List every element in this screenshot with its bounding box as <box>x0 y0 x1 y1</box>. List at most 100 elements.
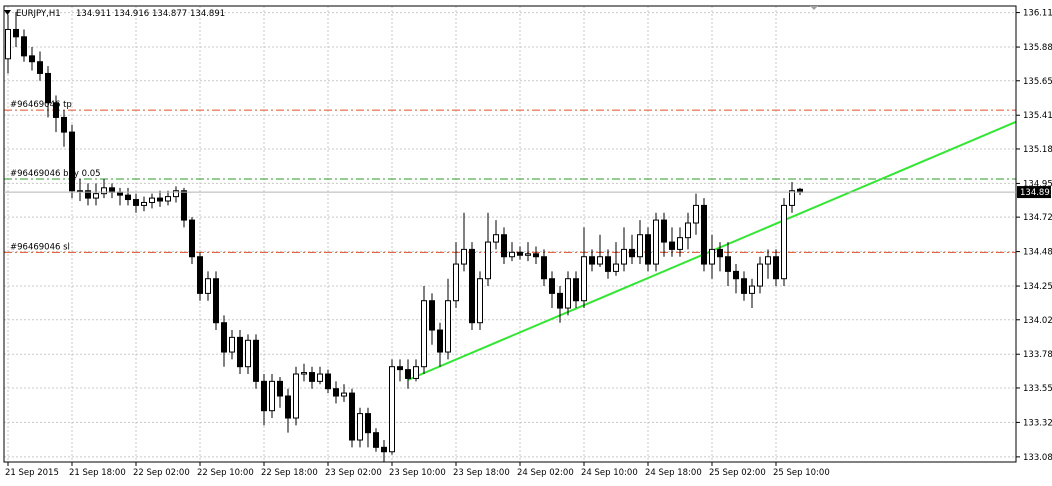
candle-bear <box>469 248 475 324</box>
x-tick-label: 24 Sep 02:00 <box>517 468 574 478</box>
shift-marker-icon <box>810 6 818 10</box>
candle-bear <box>325 373 331 390</box>
candle-bear <box>213 278 219 324</box>
ohlc-open: 134.911 <box>76 9 111 19</box>
candle-bull <box>445 300 451 353</box>
candle-bear <box>517 251 523 256</box>
candle-bull <box>765 256 771 265</box>
y-tick-label: 134.485 <box>1023 248 1052 258</box>
candle-bear <box>541 256 547 280</box>
chart-header: EURJPY,H1 134.911 134.916 134.877 134.89… <box>4 9 225 19</box>
candle-bull <box>93 193 99 199</box>
candle-bull <box>749 285 755 294</box>
candle-bear <box>253 339 259 382</box>
candle-bull <box>269 380 275 412</box>
candle-bull <box>637 234 643 258</box>
candle-bull <box>229 336 235 353</box>
candle-bull <box>245 339 251 368</box>
candle-bear <box>589 256 595 265</box>
candle-bear <box>157 197 163 202</box>
candle-bear <box>309 372 315 382</box>
candle-bull <box>677 237 683 250</box>
candle-bear <box>533 253 539 258</box>
y-tick-label: 133.555 <box>1023 384 1052 394</box>
ohlc-low: 134.877 <box>152 9 187 19</box>
candle-bear <box>429 300 435 331</box>
candle-bear <box>501 234 507 258</box>
collapse-triangle-icon[interactable] <box>4 10 11 15</box>
candle-bull <box>509 251 515 258</box>
candle-bear <box>21 36 27 57</box>
candle-bull <box>101 187 107 195</box>
candle-bear <box>549 278 555 294</box>
candle-bull <box>317 373 323 382</box>
axis-layer: 136.115 135.880 135.650 135.415 135.185 134.9… <box>3 5 1052 478</box>
candle-bull <box>789 190 795 206</box>
candle-bear <box>133 199 139 206</box>
y-tick-label: 133.785 <box>1023 350 1052 360</box>
y-tick-label: 134.950 <box>1023 179 1052 189</box>
order-lines: #96469046 tp #96469046 buy 0.05 #96469046 … <box>4 100 1016 253</box>
candle-bull <box>165 196 171 202</box>
x-tick-label: 25 Sep 02:00 <box>709 468 766 478</box>
candle-bull <box>613 263 619 272</box>
candle-bear <box>717 248 723 258</box>
candle-bull <box>653 219 659 265</box>
candle-bear <box>557 292 563 309</box>
x-tick-label: 23 Sep 18:00 <box>453 468 510 478</box>
y-tick-label: 134.720 <box>1023 213 1052 223</box>
current-price-label: 134.891 <box>1020 188 1052 198</box>
y-tick-label: 135.415 <box>1023 111 1052 121</box>
candle-bear <box>61 116 67 133</box>
candle-bear <box>85 190 91 199</box>
candle-bull <box>525 253 531 256</box>
candle-bull <box>301 372 307 375</box>
x-tick-label: 23 Sep 02:00 <box>325 468 382 478</box>
candle-bear <box>13 28 19 38</box>
candle-bear <box>37 61 43 74</box>
ohlc-close: 134.891 <box>190 9 225 19</box>
candle-bear <box>181 190 187 221</box>
y-tick-label: 135.650 <box>1023 77 1052 87</box>
candle-bull <box>205 278 211 294</box>
candle-bull <box>685 222 691 239</box>
candle-bull <box>581 256 587 302</box>
candle-bear <box>125 194 131 201</box>
candle-bear <box>69 131 75 192</box>
x-tick-label: 24 Sep 10:00 <box>581 468 638 478</box>
candle-bear <box>197 256 203 294</box>
candle-bull <box>413 366 419 379</box>
candle-bull <box>357 413 363 441</box>
candle-bull <box>781 204 787 280</box>
candle-bear <box>725 256 731 272</box>
y-tick-label: 133.320 <box>1023 418 1052 428</box>
x-tick-label: 21 Sep 18:00 <box>69 468 126 478</box>
candle-bull <box>693 204 699 224</box>
candle-bear <box>373 432 379 448</box>
candle-bear <box>189 219 195 258</box>
candle-bear <box>661 219 667 243</box>
y-tick-label: 135.185 <box>1023 145 1052 155</box>
y-tick-label: 134.020 <box>1023 316 1052 326</box>
candle-bull <box>477 278 483 324</box>
current-price-box <box>1017 186 1051 199</box>
y-tick-label: 135.880 <box>1023 43 1052 53</box>
ohlc-high: 134.916 <box>114 9 149 19</box>
x-tick-label: 22 Sep 02:00 <box>133 468 190 478</box>
candle-bear <box>117 191 123 196</box>
candle-bear <box>109 187 115 193</box>
candle-bear <box>45 72 51 104</box>
candle-bull <box>141 201 147 206</box>
candle-bear <box>365 413 371 434</box>
candle-bull <box>149 197 155 203</box>
candle-bear <box>237 336 243 368</box>
order-line-label: #96469046 buy 0.05 <box>10 169 101 179</box>
candle-bear <box>285 395 291 419</box>
candle-bear <box>53 102 59 118</box>
candle-bull <box>597 256 603 265</box>
candle-bear <box>733 270 739 280</box>
candle-bear <box>277 380 283 397</box>
x-tick-label: 23 Sep 10:00 <box>389 468 446 478</box>
